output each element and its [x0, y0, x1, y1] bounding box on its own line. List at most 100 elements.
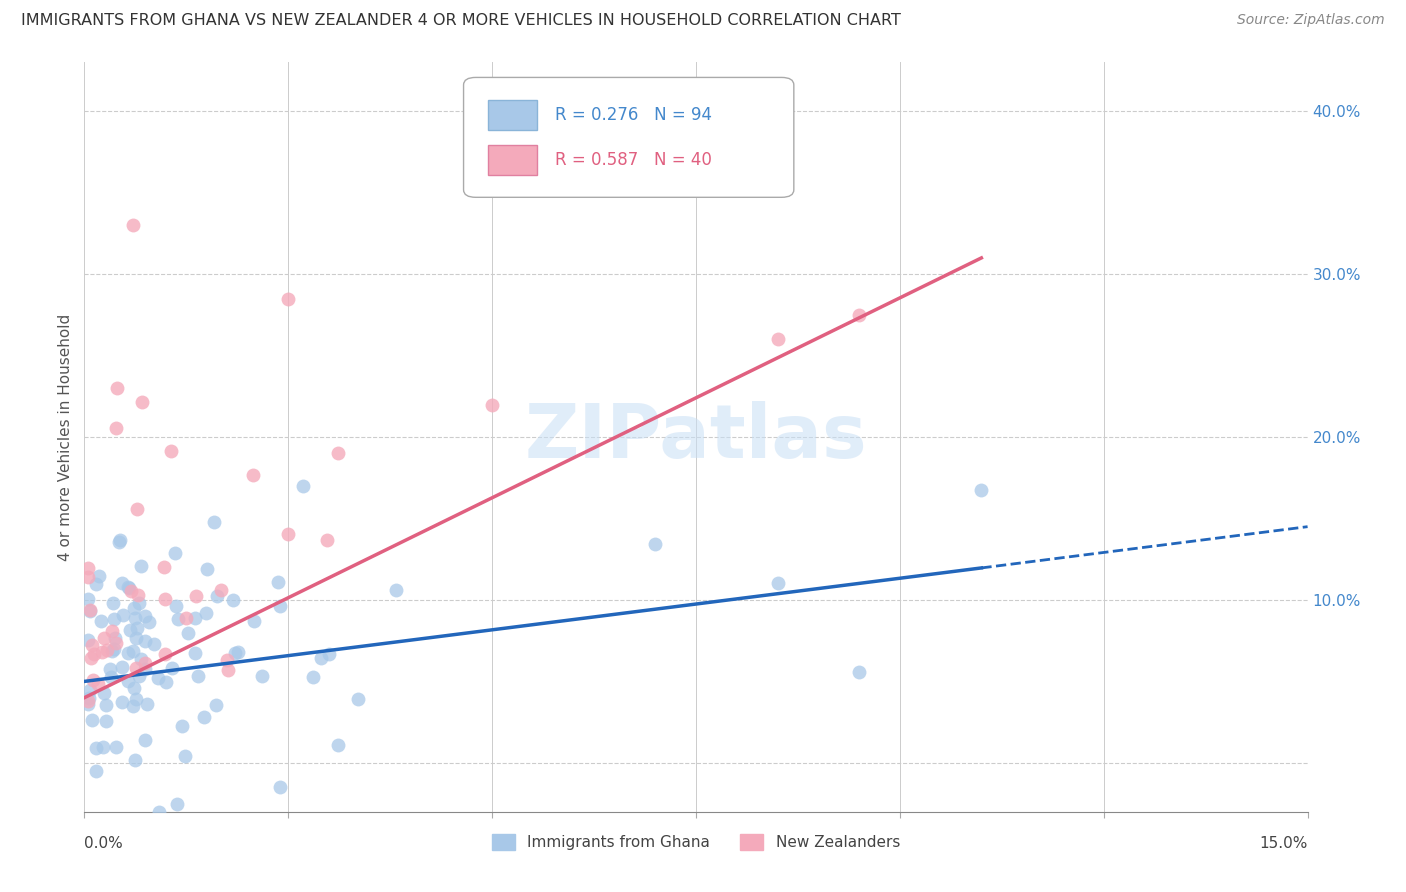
- Point: [93, 631, 115, 645]
- Point: [77, 694, 100, 708]
- Point: [243, 614, 266, 628]
- Point: [326, 739, 349, 753]
- Point: [104, 632, 127, 646]
- Point: [146, 671, 169, 685]
- Point: [79, 603, 101, 617]
- Point: [644, 537, 666, 551]
- Point: [269, 780, 291, 795]
- Point: [105, 636, 128, 650]
- Point: [160, 660, 183, 674]
- Point: [131, 394, 153, 409]
- Point: [177, 626, 200, 640]
- Point: [101, 624, 124, 639]
- Point: [166, 797, 188, 811]
- Legend: Immigrants from Ghana, New Zealanders: Immigrants from Ghana, New Zealanders: [486, 829, 905, 856]
- Text: 15.0%: 15.0%: [1260, 836, 1308, 851]
- Point: [252, 669, 274, 683]
- Point: [184, 646, 207, 660]
- Point: [118, 581, 141, 595]
- Point: [195, 562, 218, 576]
- Point: [155, 675, 177, 690]
- Point: [124, 753, 146, 767]
- Point: [120, 583, 142, 598]
- Point: [204, 698, 226, 712]
- Point: [193, 709, 215, 723]
- Point: [82, 713, 104, 727]
- Point: [91, 739, 114, 754]
- Y-axis label: 4 or more Vehicles in Household: 4 or more Vehicles in Household: [58, 313, 73, 561]
- Point: [87, 677, 110, 691]
- Point: [82, 673, 104, 688]
- Point: [481, 397, 503, 411]
- Point: [112, 607, 135, 622]
- Point: [167, 612, 190, 626]
- Point: [121, 698, 143, 713]
- Point: [83, 647, 105, 661]
- Point: [80, 651, 103, 665]
- Point: [318, 647, 340, 661]
- Point: [134, 656, 156, 670]
- Point: [118, 624, 141, 638]
- Point: [766, 575, 789, 590]
- Point: [80, 638, 103, 652]
- Point: [316, 533, 339, 547]
- Point: [90, 614, 112, 628]
- Point: [217, 663, 239, 677]
- Point: [226, 645, 249, 659]
- Point: [124, 611, 146, 625]
- Point: [165, 599, 187, 614]
- Point: [84, 741, 107, 756]
- Point: [242, 468, 264, 483]
- Text: R = 0.276   N = 94: R = 0.276 N = 94: [555, 106, 713, 124]
- Point: [79, 682, 101, 697]
- Point: [90, 645, 112, 659]
- Point: [134, 733, 156, 747]
- Point: [209, 582, 232, 597]
- Point: [122, 681, 145, 696]
- Text: R = 0.587   N = 40: R = 0.587 N = 40: [555, 151, 713, 169]
- Point: [174, 610, 197, 624]
- Point: [222, 593, 245, 607]
- Point: [277, 527, 299, 541]
- Point: [77, 690, 100, 705]
- Point: [84, 764, 107, 778]
- Point: [77, 632, 100, 647]
- Point: [104, 421, 127, 435]
- Point: [100, 670, 122, 684]
- Point: [128, 596, 150, 610]
- Point: [970, 483, 993, 498]
- Point: [105, 381, 128, 395]
- Point: [153, 647, 176, 661]
- Point: [224, 646, 246, 660]
- Point: [277, 292, 299, 306]
- Point: [153, 559, 176, 574]
- Point: [87, 569, 110, 583]
- Point: [309, 650, 332, 665]
- Point: [170, 719, 193, 733]
- Point: [107, 535, 129, 549]
- Point: [186, 589, 208, 603]
- Point: [301, 670, 323, 684]
- Point: [79, 603, 101, 617]
- Point: [183, 611, 205, 625]
- Point: [96, 714, 118, 729]
- Point: [269, 599, 291, 613]
- Point: [125, 631, 148, 645]
- Point: [127, 588, 149, 602]
- Point: [215, 653, 238, 667]
- Point: [124, 600, 146, 615]
- Point: [134, 662, 156, 676]
- Point: [384, 583, 406, 598]
- Point: [174, 749, 197, 764]
- Point: [98, 662, 121, 676]
- Point: [328, 446, 350, 460]
- Point: [103, 612, 125, 626]
- Point: [128, 669, 150, 683]
- Text: ZIPatlas: ZIPatlas: [524, 401, 868, 474]
- Point: [136, 697, 159, 711]
- Point: [122, 219, 145, 233]
- Point: [117, 646, 139, 660]
- Point: [129, 652, 152, 666]
- Point: [127, 622, 149, 636]
- Point: [134, 608, 156, 623]
